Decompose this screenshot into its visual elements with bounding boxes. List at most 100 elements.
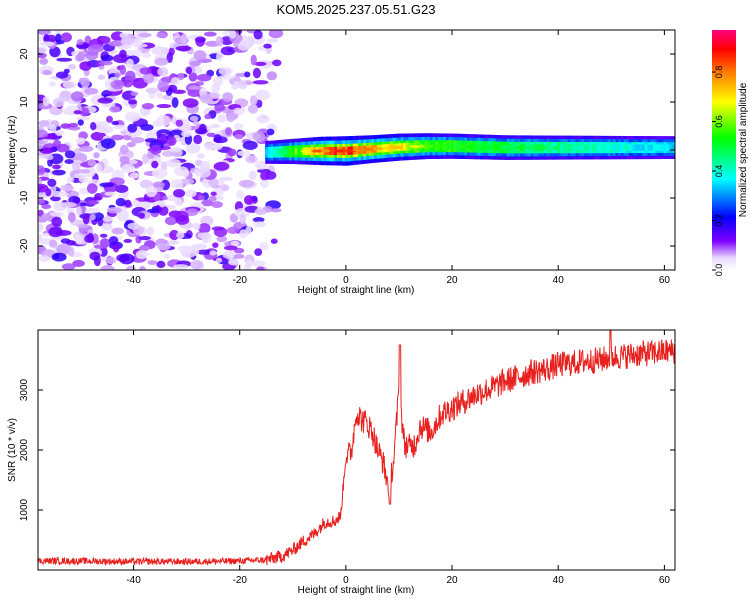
noise-blob — [39, 147, 54, 154]
noise-blob — [196, 73, 212, 82]
noise-blob — [126, 58, 134, 69]
signal-band-cell — [663, 144, 668, 151]
noise-blob — [254, 208, 267, 216]
noise-blob — [254, 248, 263, 256]
signal-band-cell — [599, 144, 604, 151]
noise-blob — [68, 247, 75, 257]
noise-blob — [179, 178, 195, 185]
y-tick-label: 3000 — [19, 378, 30, 401]
signal-band-cell — [612, 144, 617, 151]
noise-blob — [60, 123, 71, 129]
noise-blob — [99, 182, 114, 188]
signal-band-cell — [597, 144, 602, 151]
colorbar-tick-label: 0.6 — [714, 115, 724, 128]
noise-blob — [174, 198, 183, 206]
signal-band-cell — [631, 144, 636, 151]
noise-blob — [68, 122, 79, 128]
signal-band-cell — [642, 144, 647, 151]
signal-band-cell — [589, 144, 594, 151]
signal-hotspot — [301, 149, 313, 153]
noise-blob — [272, 59, 282, 67]
noise-blob — [139, 266, 146, 270]
noise-blob — [38, 255, 51, 262]
noise-blob — [253, 30, 263, 40]
noise-blob — [215, 36, 224, 47]
noise-blob — [89, 213, 96, 221]
noise-blob — [113, 54, 128, 64]
noise-blob — [248, 170, 257, 181]
noise-blob — [238, 80, 248, 90]
top-y-ticks: -20 -10 0 10 20 — [19, 48, 675, 253]
noise-blob — [234, 134, 244, 140]
noise-blob — [79, 61, 92, 71]
noise-blob — [93, 244, 108, 249]
snr-series-line — [38, 330, 675, 567]
noise-blob — [74, 173, 87, 179]
noise-blob — [100, 138, 116, 149]
noise-blob — [164, 216, 178, 226]
noise-blob — [115, 184, 129, 193]
noise-blob — [115, 198, 126, 207]
noise-blob — [266, 71, 278, 81]
noise-blob — [106, 115, 113, 123]
signal-band-cell — [278, 148, 283, 156]
noise-blob — [38, 198, 45, 205]
y-tick-label: 10 — [19, 96, 30, 108]
noise-blob — [48, 226, 63, 238]
noise-blob — [254, 61, 267, 66]
noise-blob — [74, 233, 83, 244]
signal-band-cell — [650, 144, 655, 151]
noise-blob — [181, 130, 192, 138]
noise-blob — [256, 114, 270, 124]
noise-blob — [149, 144, 162, 155]
noise-blob — [80, 77, 90, 88]
noise-blob — [163, 253, 171, 259]
noise-blob — [242, 140, 258, 151]
signal-band-cell — [477, 143, 482, 151]
noise-blob — [142, 153, 149, 165]
noise-blob — [196, 153, 205, 159]
signal-band-cell — [586, 144, 591, 151]
noise-blob — [218, 74, 235, 80]
colorbar-tick-label: 0.8 — [714, 66, 724, 79]
noise-blob — [180, 33, 188, 44]
noise-blob — [182, 98, 199, 108]
noise-blob — [111, 227, 124, 235]
noise-blob — [215, 257, 223, 263]
signal-hotspot — [352, 148, 366, 152]
signal-hotspot — [312, 149, 325, 153]
noise-blob — [144, 138, 158, 143]
noise-blob — [138, 212, 146, 219]
noise-blob — [154, 57, 169, 66]
noise-blob — [166, 240, 180, 245]
noise-blob — [109, 105, 121, 113]
y-tick-label: 1000 — [19, 498, 30, 521]
signal-band-cell — [546, 144, 551, 151]
noise-blob — [146, 226, 155, 236]
noise-blob — [108, 40, 122, 47]
noise-blob — [99, 246, 108, 257]
noise-blob — [244, 263, 252, 270]
noise-blob — [97, 217, 104, 227]
signal-band-cell — [294, 147, 299, 155]
x-tick-label: -40 — [126, 575, 141, 586]
noise-blob — [67, 64, 77, 70]
noise-blob — [139, 67, 152, 75]
signal-band-cell — [660, 144, 665, 151]
noise-blob — [216, 235, 228, 243]
noise-blob — [156, 133, 168, 145]
signal-band-cell — [615, 144, 620, 151]
noise-blob — [82, 213, 90, 225]
noise-blob — [198, 123, 207, 135]
noise-blob — [87, 232, 94, 243]
noise-blob — [162, 94, 174, 101]
noise-blob — [130, 136, 145, 144]
noise-blob — [38, 46, 48, 54]
noise-blob — [67, 211, 76, 223]
signal-band-cell — [628, 144, 633, 151]
noise-blob — [72, 196, 81, 204]
signal-band-cell — [671, 144, 675, 151]
y-tick-label: 0 — [19, 147, 30, 153]
noise-blob — [212, 242, 219, 248]
noise-blob — [169, 147, 181, 153]
